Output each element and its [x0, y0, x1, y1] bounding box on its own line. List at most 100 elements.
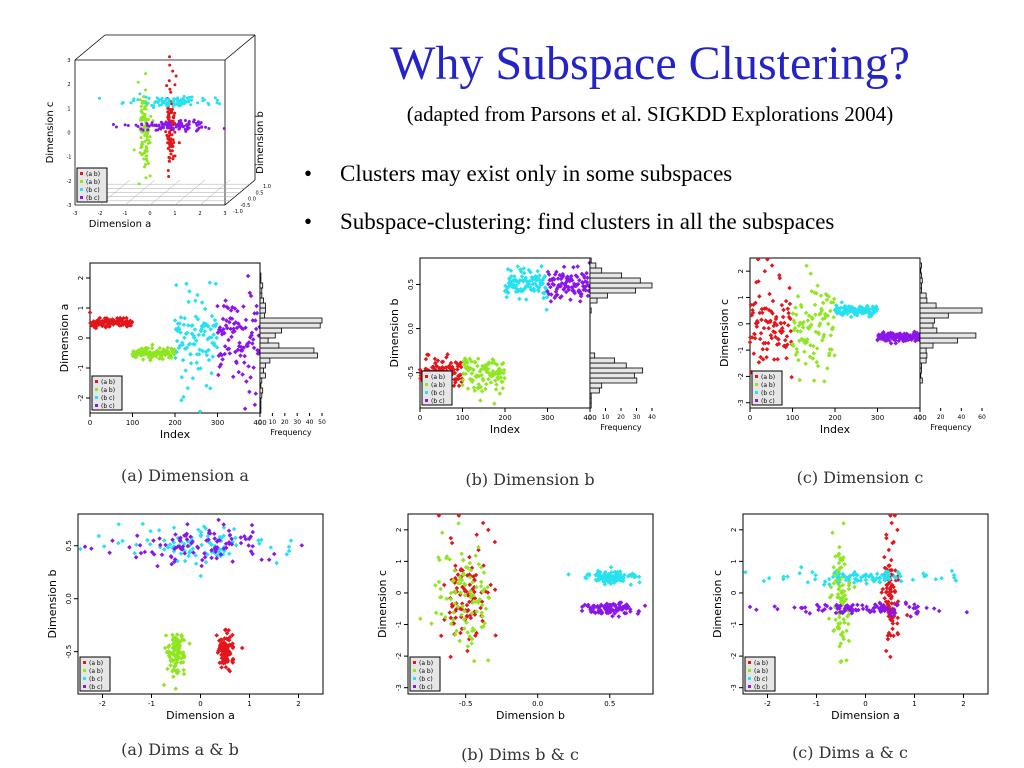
y-tick-label: 1: [77, 306, 85, 310]
data-point: [886, 547, 892, 553]
data-point: [93, 325, 99, 331]
data-point: [192, 120, 196, 124]
data-point: [174, 282, 179, 288]
data-point: [242, 360, 247, 365]
hist-bar: [589, 372, 635, 379]
data-point: [173, 686, 178, 691]
data-point: [474, 584, 479, 590]
x-tick-label: 0: [418, 414, 422, 422]
data-point: [795, 294, 801, 299]
data-point: [171, 157, 175, 161]
data-point: [743, 569, 748, 575]
data-point: [169, 137, 173, 141]
y-axis-label: Dimension b: [388, 299, 401, 368]
data-point: [440, 359, 446, 364]
data-point: [571, 264, 576, 270]
legend-swatch: [83, 669, 86, 672]
data-point: [477, 597, 483, 602]
hist-bar: [259, 297, 264, 304]
hist-tick-label: 40: [648, 414, 656, 421]
data-point: [127, 545, 132, 550]
legend: (a b)(a b)(b c)(b c): [751, 370, 783, 406]
data-point: [146, 141, 150, 145]
data-point: [244, 379, 249, 384]
data-point: [789, 374, 794, 380]
hist-bar: [589, 282, 653, 289]
data-point: [469, 636, 475, 642]
data-point: [830, 530, 835, 535]
data-point: [756, 279, 761, 284]
data-point: [907, 604, 912, 610]
data-point: [206, 537, 211, 542]
data-point: [232, 306, 238, 311]
data-point: [500, 385, 506, 391]
data-point: [629, 573, 634, 579]
data-point: [474, 532, 480, 538]
legend-label: (b c): [419, 684, 433, 691]
y-axis-label: Dimension a: [58, 304, 71, 373]
data-point: [180, 100, 184, 104]
hist-tick-label: 20: [281, 419, 289, 426]
data-point: [229, 316, 235, 322]
data-point: [842, 562, 847, 567]
y-tick-label: 2: [395, 528, 403, 532]
data-point: [259, 557, 264, 563]
y-tick-label: 0: [730, 591, 738, 595]
data-point: [254, 303, 259, 309]
x-tick-label: 0: [88, 419, 92, 427]
data-point: [443, 365, 449, 370]
data-point: [145, 537, 150, 543]
data-point: [444, 596, 449, 602]
data-point: [82, 544, 88, 549]
data-point: [173, 83, 177, 87]
data-point: [860, 602, 865, 608]
hist-bar: [919, 267, 922, 274]
hist-tick-label: 50: [318, 419, 326, 426]
data-point: [234, 360, 239, 366]
data-point: [233, 542, 239, 548]
data-point: [936, 608, 942, 614]
data-point: [237, 340, 242, 346]
data-point: [218, 552, 224, 557]
data-point: [939, 575, 944, 581]
data-point: [924, 605, 929, 611]
y-axis-label: Dimension c: [376, 570, 389, 638]
legend-swatch: [425, 375, 428, 378]
data-point: [541, 295, 546, 301]
legend-label: (a b): [419, 660, 433, 667]
data-point: [921, 571, 926, 576]
data-point: [799, 564, 804, 570]
hist-bar: [919, 287, 922, 294]
data-point: [196, 101, 200, 105]
data-point: [561, 264, 567, 269]
data-point: [209, 555, 214, 561]
x-tick-label: 1: [912, 700, 916, 708]
y-tick-label: 0.0: [65, 593, 73, 604]
hist-bar: [259, 347, 315, 354]
data-point: [883, 577, 888, 583]
hist-bar: [589, 272, 622, 279]
data-point: [162, 547, 167, 552]
data-point: [247, 389, 252, 395]
data-point: [180, 357, 186, 363]
data-point: [129, 101, 133, 105]
data-point: [140, 357, 146, 362]
data-point: [213, 96, 217, 100]
data-point: [933, 576, 939, 582]
data-point: [153, 101, 157, 105]
data-point: [827, 582, 832, 587]
data-point: [163, 633, 169, 638]
data-point: [500, 379, 505, 385]
data-point: [185, 96, 189, 100]
data-point: [831, 564, 836, 570]
data-point: [579, 608, 585, 614]
data-point: [784, 355, 789, 361]
data-point: [617, 569, 623, 574]
data-point: [964, 610, 970, 615]
data-point: [895, 621, 900, 626]
data-point: [171, 123, 175, 127]
data-point: [202, 329, 208, 334]
hist-bar: [259, 357, 271, 364]
data-point: [464, 602, 470, 608]
hist-bar: [259, 367, 264, 374]
